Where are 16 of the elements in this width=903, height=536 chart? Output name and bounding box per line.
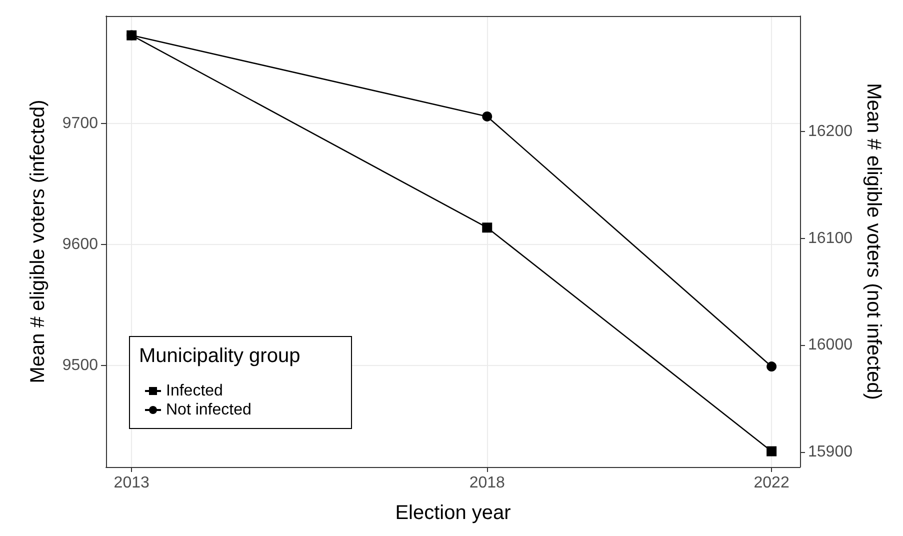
legend-title: Municipality group	[139, 345, 300, 367]
x-tick-label: 2018	[469, 474, 506, 492]
x-tick-label: 2022	[754, 474, 790, 492]
y2-tick-label: 15900	[808, 444, 853, 461]
x-axis-title: Election year	[395, 502, 512, 524]
y2-tick-label: 16000	[808, 336, 853, 354]
legend-label: Infected	[166, 382, 223, 400]
y-axis-title: Mean # eligible voters (infected)	[27, 100, 49, 384]
y-tick-label: 9500	[62, 356, 98, 374]
x-tick-label: 2013	[114, 474, 150, 492]
y-tick-label: 9600	[62, 236, 98, 254]
y-tick-label: 9700	[62, 115, 98, 132]
legend-label: Not infected	[166, 402, 252, 418]
y2-axis-title: Mean # eligible voters (not infected)	[862, 83, 884, 400]
y2-tick-label: 16100	[808, 230, 853, 247]
y2-tick-label: 16200	[808, 122, 853, 140]
